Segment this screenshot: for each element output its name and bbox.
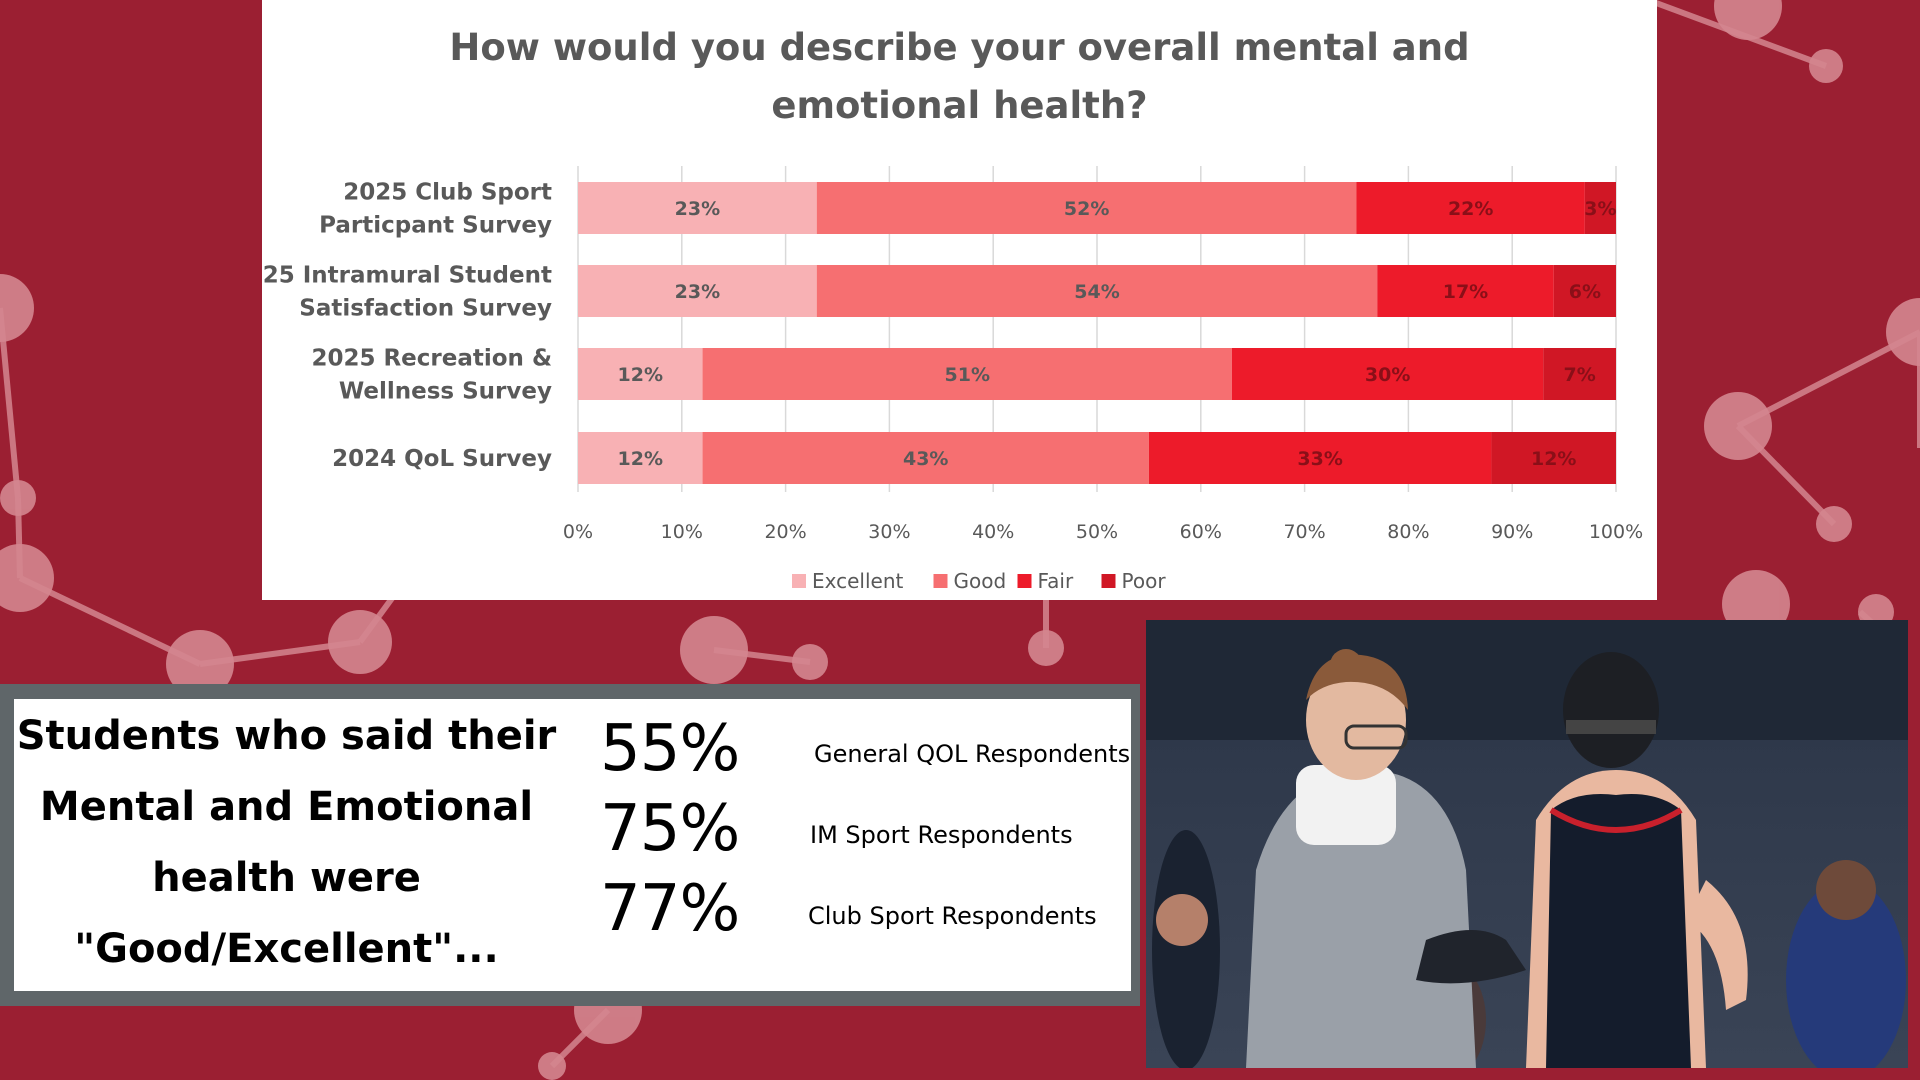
legend-swatch-excellent (792, 574, 806, 588)
headline-line: health were (152, 855, 421, 901)
bar-segment-excellent (578, 265, 817, 317)
stat-value-qol: 55% (600, 712, 740, 786)
bar-segment-excellent (578, 182, 817, 234)
stat-value-im: 75% (600, 792, 740, 866)
bar-segment-poor (1584, 182, 1616, 234)
data-label: 43% (903, 448, 948, 470)
bar-segment-good (702, 348, 1232, 400)
x-tick-label: 70% (1283, 521, 1325, 543)
data-label: 12% (618, 364, 663, 386)
stats-headline: Students who said their Mental and Emoti… (14, 699, 559, 985)
data-label: 23% (675, 281, 720, 303)
legend-swatch-fair (1017, 574, 1032, 588)
bar-segment-good (816, 265, 1378, 317)
legend-label-poor: Poor (1122, 569, 1167, 593)
bar-segment-fair (1377, 265, 1554, 317)
stat-label-club: Club Sport Respondents (808, 902, 1097, 930)
category-label: Satisfaction Survey (299, 296, 552, 322)
data-label: 12% (618, 448, 663, 470)
stats-panel (14, 699, 1131, 991)
data-label: 7% (1564, 364, 1596, 386)
x-tick-label: 0% (563, 521, 593, 543)
x-tick-label: 10% (661, 521, 703, 543)
stat-value-club: 77% (600, 872, 740, 946)
headline-line: "Good/Excellent"... (74, 926, 499, 972)
x-tick-label: 80% (1387, 521, 1429, 543)
legend-label-fair: Fair (1038, 569, 1074, 593)
bar-segment-fair (1148, 432, 1492, 484)
data-label: 22% (1448, 198, 1493, 220)
data-label: 33% (1297, 448, 1342, 470)
chart-title-line-2: emotional health? (771, 84, 1148, 127)
data-label: 30% (1365, 364, 1410, 386)
data-label: 51% (945, 364, 990, 386)
chart-title-line-1: How would you describe your overall ment… (449, 26, 1470, 69)
data-label: 6% (1569, 281, 1601, 303)
category-label: Wellness Survey (339, 379, 552, 405)
chart-panel: How would you describe your overall ment… (262, 0, 1657, 600)
legend-label-good: Good (954, 569, 1007, 593)
legend-swatch-poor (1101, 574, 1116, 588)
x-tick-label: 60% (1180, 521, 1222, 543)
bar-segment-fair (1356, 182, 1585, 234)
x-tick-label: 20% (764, 521, 806, 543)
bar-segment-excellent (578, 348, 703, 400)
bar-segment-poor (1543, 348, 1616, 400)
x-tick-label: 30% (868, 521, 910, 543)
stat-label-qol: General QOL Respondents (814, 740, 1131, 768)
bar-segment-excellent (578, 432, 703, 484)
x-tick-label: 100% (1589, 521, 1643, 543)
x-tick-label: 50% (1076, 521, 1118, 543)
category-label: 2024 QoL Survey (332, 446, 552, 472)
x-tick-label: 90% (1491, 521, 1533, 543)
category-label: Particpant Survey (319, 213, 552, 239)
legend-label-excellent: Excellent (812, 569, 904, 593)
data-label: 12% (1531, 448, 1576, 470)
stacked-bar-chart: 0% 10% 20% 30% 40% 50% 60% 70% 80% 90% 100% 23% 52% 2… (262, 166, 1643, 593)
category-label: 2025 Intramural Student (262, 263, 552, 289)
category-label: 2025 Recreation & (311, 346, 552, 372)
data-label: 17% (1443, 281, 1488, 303)
bar-segment-poor (1491, 432, 1616, 484)
headline-line: Mental and Emotional (39, 784, 534, 830)
data-label: 52% (1064, 198, 1109, 220)
bar-segment-good (702, 432, 1149, 484)
bar-segment-poor (1553, 265, 1616, 317)
legend-swatch-good (933, 574, 948, 588)
data-label: 3% (1584, 198, 1616, 220)
wrestling-photo (1146, 620, 1908, 1068)
bar-segment-fair (1231, 348, 1544, 400)
headline-line: Students who said their (16, 713, 557, 759)
stat-label-im: IM Sport Respondents (810, 821, 1073, 849)
category-label: 2025 Club Sport (343, 180, 552, 206)
data-label: 54% (1074, 281, 1119, 303)
data-label: 23% (675, 198, 720, 220)
bar-segment-good (816, 182, 1357, 234)
x-tick-label: 40% (972, 521, 1014, 543)
